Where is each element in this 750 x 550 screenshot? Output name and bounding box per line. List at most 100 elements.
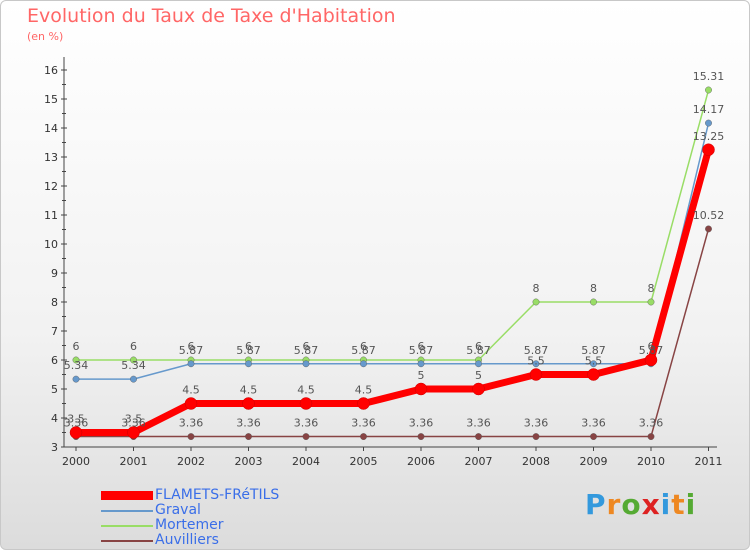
data-point [72, 356, 80, 364]
data-label: 6 [475, 340, 482, 353]
data-label: 5.5 [585, 355, 603, 368]
logo-letter: P [585, 488, 607, 521]
data-point [532, 360, 540, 368]
y-tick-label: 13 [44, 151, 58, 164]
data-label: 3.36 [236, 417, 261, 430]
legend-item: Graval [101, 503, 279, 518]
data-point [587, 368, 600, 381]
data-point [532, 433, 540, 440]
x-tick-label: 2002 [177, 455, 205, 468]
data-label: 5.87 [639, 344, 664, 357]
data-label: 3.36 [409, 417, 434, 430]
logo-letter: i [660, 488, 672, 521]
data-point [72, 375, 80, 383]
legend-label: Mortemer [155, 517, 224, 533]
x-tick-label: 2001 [120, 455, 148, 468]
data-label: 6 [303, 340, 310, 353]
data-label: 3.36 [466, 417, 491, 430]
data-label: 3.36 [179, 417, 204, 430]
data-label: 5 [475, 369, 482, 382]
data-point [69, 426, 83, 439]
data-label: 3.36 [121, 417, 146, 430]
data-point [245, 360, 252, 368]
data-point [647, 298, 655, 306]
series-line [75, 228, 710, 438]
data-label: 3.5 [67, 413, 85, 426]
y-tick-label: 4 [51, 412, 58, 425]
y-tick-label: 3 [51, 441, 58, 454]
data-point [242, 397, 255, 410]
data-label: 8 [590, 282, 597, 295]
data-label: 4.5 [355, 384, 373, 397]
data-point [590, 433, 597, 440]
data-point [299, 397, 313, 410]
data-label: 8 [533, 282, 540, 295]
y-tick-label: 10 [44, 238, 58, 251]
data-point [647, 433, 655, 440]
data-point [130, 356, 137, 364]
y-tick-label: 11 [44, 209, 58, 222]
legend-swatch [101, 491, 153, 500]
x-tick-label: 2000 [62, 455, 90, 468]
data-point [644, 353, 658, 367]
data-label: 6 [73, 340, 80, 353]
data-label: 6 [648, 340, 655, 353]
data-point [414, 382, 428, 396]
x-tick-label: 2009 [580, 455, 608, 468]
legend-swatch [101, 524, 153, 527]
x-tick-label: 2007 [465, 455, 493, 468]
logo-letter: r [606, 488, 622, 521]
data-point [702, 143, 715, 156]
y-tick-label: 12 [44, 180, 58, 193]
data-label: 14.17 [693, 103, 725, 116]
series-line [72, 146, 712, 436]
data-label: 5.87 [524, 344, 549, 357]
logo-letter: t [671, 488, 686, 521]
legend-item: FLAMETS-FRéTILS [101, 488, 279, 503]
data-label: 8 [648, 282, 655, 295]
data-point [475, 433, 482, 440]
data-label: 3.36 [581, 417, 606, 430]
logo-letter: o [621, 488, 642, 521]
data-label: 3.36 [639, 417, 664, 430]
data-label: 5.34 [121, 359, 146, 372]
y-tick-label: 15 [44, 93, 58, 106]
series-line [75, 122, 710, 380]
legend-item: Auvilliers [101, 533, 279, 548]
data-label: 6 [188, 340, 195, 353]
data-label: 4.5 [297, 384, 315, 397]
data-label: 5.34 [64, 359, 89, 372]
data-point [357, 397, 370, 410]
data-point [532, 298, 540, 306]
data-label: 3.36 [64, 417, 89, 430]
logo-letter: x [641, 488, 661, 521]
chart-title: Evolution du Taux de Taxe d'Habitation [27, 5, 396, 27]
data-label: 5.87 [236, 344, 261, 357]
data-point [472, 382, 485, 396]
data-point [187, 360, 195, 368]
data-label: 5.87 [409, 344, 434, 357]
data-label: 5.87 [294, 344, 319, 357]
x-tick-label: 2003 [235, 455, 263, 468]
data-label: 6 [245, 340, 252, 353]
x-tick-label: 2006 [407, 455, 435, 468]
y-tick-label: 6 [51, 354, 58, 367]
data-label: 10.52 [693, 209, 725, 222]
data-label: 4.5 [240, 384, 258, 397]
x-tick-label: 2004 [292, 455, 320, 468]
data-point [705, 225, 712, 233]
data-point [360, 433, 367, 440]
data-point [705, 86, 712, 94]
data-label: 5 [418, 369, 425, 382]
legend-swatch [101, 509, 153, 512]
y-tick-label: 16 [44, 64, 58, 77]
data-label: 6 [360, 340, 367, 353]
legend-label: Auvilliers [155, 532, 219, 548]
data-point [529, 368, 543, 381]
y-tick-label: 7 [51, 325, 58, 338]
data-label: 5.87 [466, 344, 491, 357]
proxiti-logo: Proxiti [585, 488, 696, 521]
data-label: 6 [418, 340, 425, 353]
data-point [705, 119, 712, 127]
